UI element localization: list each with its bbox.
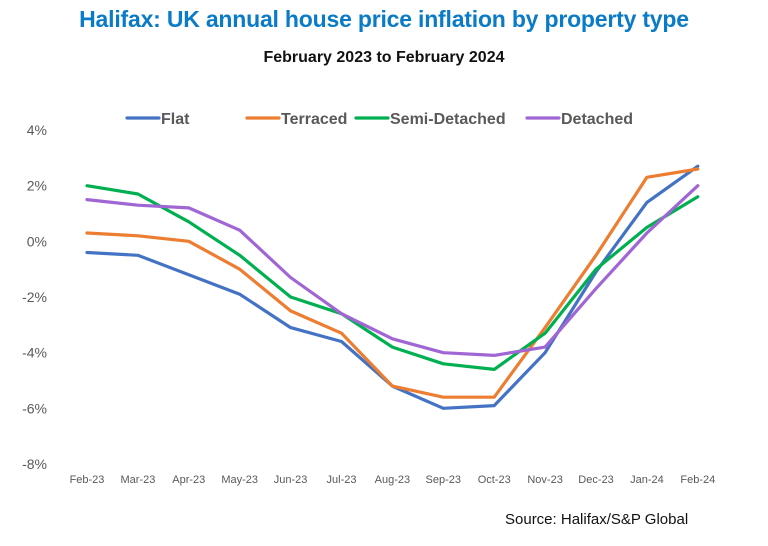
x-tick-label: May-23 [221,474,258,486]
x-tick-label: Oct-23 [478,474,511,486]
x-tick-label: Jun-23 [274,474,308,486]
legend-label: Semi-Detached [390,111,506,128]
y-tick-label: -6% [22,400,47,416]
x-tick-label: Aug-23 [375,474,410,486]
x-tick-label: Sep-23 [426,474,461,486]
series-lines [85,164,700,410]
legend-item-detached: Detached [525,111,633,128]
series-line-flat [85,164,700,410]
chart-subtitle: February 2023 to February 2024 [263,49,505,66]
legend-item-semi-detached: Semi-Detached [354,111,506,128]
x-tick-label: Apr-23 [172,474,205,486]
series-line-semi-detached [85,184,700,371]
y-tick-label: -4% [22,345,47,361]
legend: Flat Terraced Semi-Detached Detached [125,111,633,128]
x-axis: Feb-23 Mar-23 Apr-23 May-23 Jun-23 Jul-23 Aug-… [70,474,716,486]
series-line-detached [85,184,700,357]
legend-label: Detached [561,111,633,128]
y-tick-label: 2% [27,178,47,194]
legend-item-terraced: Terraced [245,111,347,128]
legend-label: Terraced [281,111,347,128]
x-tick-label: Mar-23 [120,474,155,486]
x-tick-label: Jan-24 [630,474,664,486]
y-tick-label: -8% [22,456,47,472]
y-tick-label: -2% [22,289,47,305]
x-tick-label: Feb-23 [70,474,105,486]
legend-label: Flat [161,111,190,128]
x-tick-label: Feb-24 [680,474,715,486]
source-note: Source: Halifax/S&P Global [505,511,689,528]
series-line-terraced [85,167,700,399]
chart-title: Halifax: UK annual house price inflation… [79,6,689,32]
x-tick-label: Dec-23 [578,474,613,486]
y-tick-label: 0% [27,233,47,249]
x-tick-label: Jul-23 [327,474,357,486]
legend-item-flat: Flat [125,111,190,128]
y-tick-label: 4% [27,122,47,138]
x-tick-label: Nov-23 [527,474,562,486]
y-axis: 4% 2% 0% -2% -4% -6% -8% [22,122,47,472]
